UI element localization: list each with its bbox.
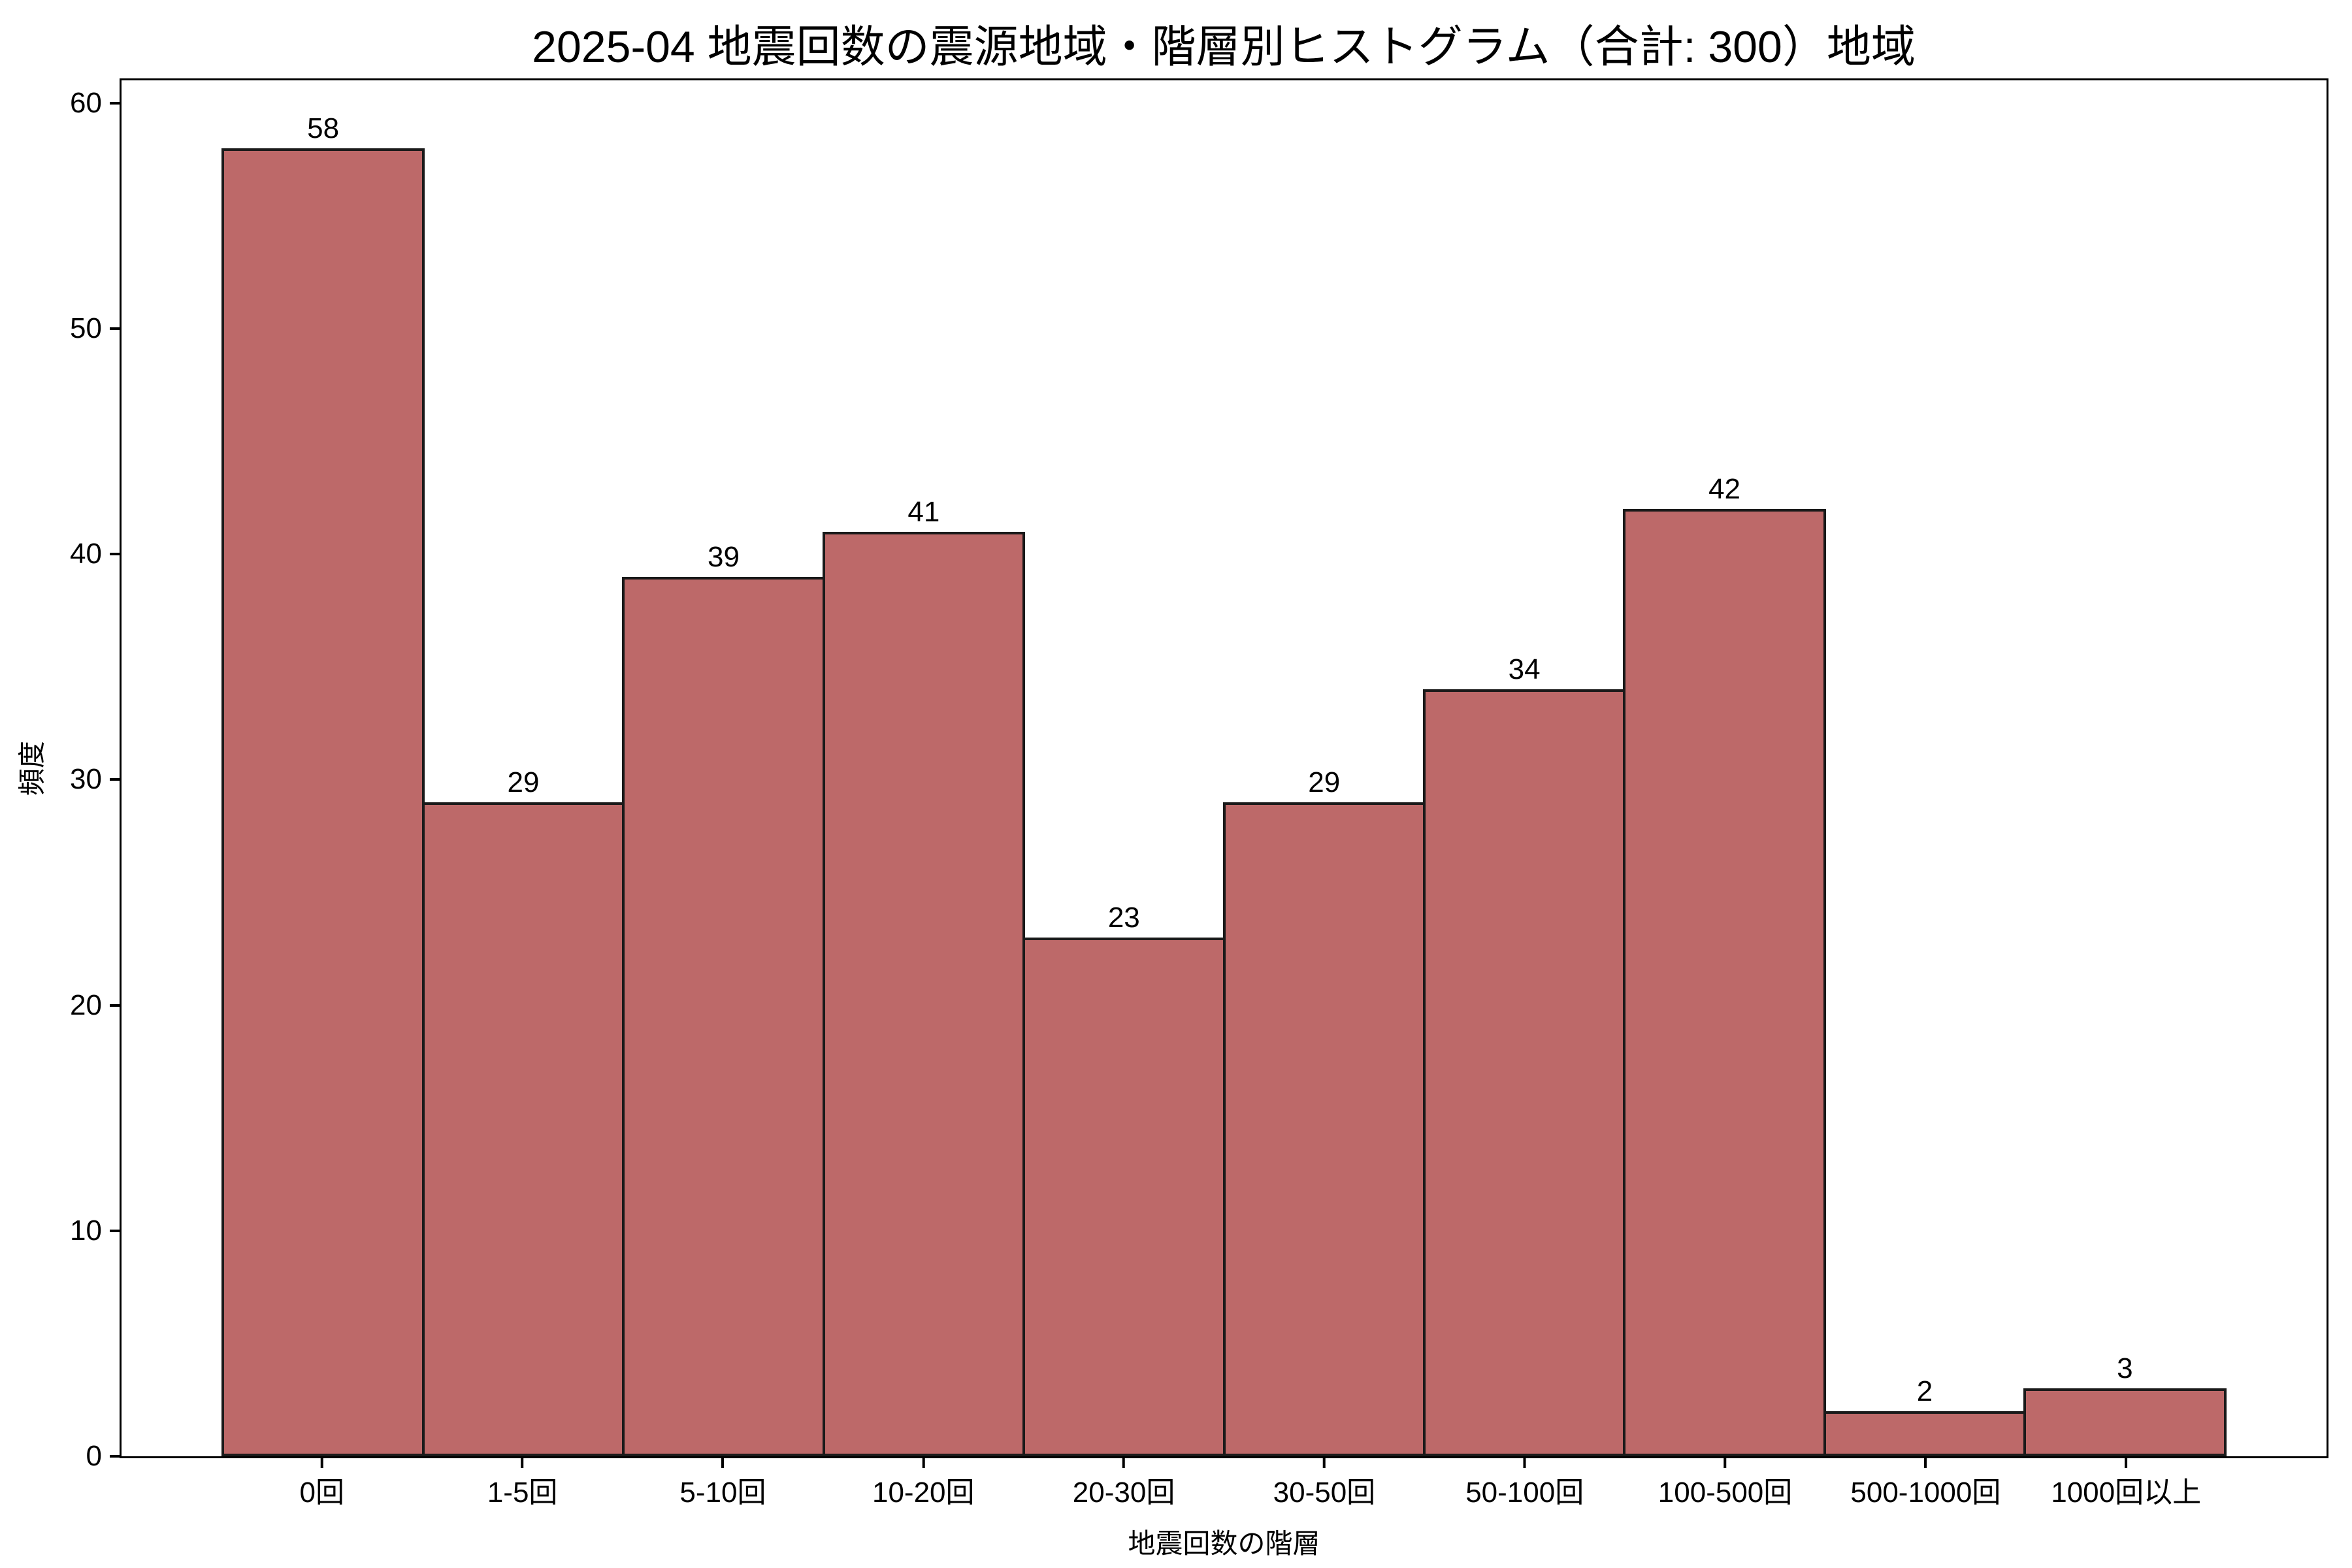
histogram-bar	[822, 531, 1026, 1456]
bars-strip: 58 29 39 41 23 29 34 42 2 3	[221, 80, 2227, 1456]
x-tick-mark	[1322, 1456, 1326, 1468]
x-tick-label: 20-30回	[1072, 1477, 1175, 1509]
x-tick-mark	[521, 1456, 524, 1468]
y-tick: 40	[70, 540, 122, 568]
x-tick-label: 50-100回	[1465, 1477, 1584, 1509]
x-tick-label: 100-500回	[1658, 1477, 1793, 1509]
bar-value-label: 42	[1708, 472, 1741, 505]
x-tick-label: 500-1000回	[1850, 1477, 2001, 1509]
y-tick-label: 40	[70, 538, 102, 570]
bar-slot: 29	[421, 80, 625, 1456]
x-tick-mark	[922, 1456, 925, 1468]
histogram-bar	[1022, 937, 1226, 1456]
x-tick-label: 30-50回	[1273, 1477, 1376, 1509]
x-tick-label: 5-10回	[679, 1477, 766, 1509]
y-tick-label: 10	[70, 1214, 102, 1247]
bar-value-label: 29	[1308, 766, 1341, 798]
chart-title: 2025-04 地震回数の震源地域・階層別ヒストグラム（合計: 300）地域	[532, 22, 1916, 72]
x-tick: 0回	[300, 1456, 344, 1509]
bar-value-label: 58	[307, 112, 340, 144]
x-tick-mark	[1723, 1456, 1727, 1468]
x-tick: 30-50回	[1273, 1456, 1376, 1509]
x-axis-label: 地震回数の階層	[1128, 1528, 1320, 1559]
y-tick: 30	[70, 765, 122, 794]
x-tick: 1-5回	[487, 1456, 558, 1509]
y-tick: 60	[70, 86, 122, 119]
x-tick-label: 1000回以上	[2051, 1477, 2202, 1509]
y-axis-label: 頻度	[16, 740, 48, 796]
histogram-bar	[1823, 1411, 2027, 1456]
y-tick: 50	[70, 314, 122, 343]
y-tick-mark	[110, 1229, 122, 1232]
bar-value-label: 23	[1107, 901, 1140, 934]
bar-slot: 58	[221, 80, 425, 1456]
x-tick-mark	[721, 1456, 725, 1468]
x-tick-mark	[1523, 1456, 1526, 1468]
bar-slot: 2	[1823, 80, 2027, 1456]
y-tick-mark	[110, 327, 122, 330]
bar-value-label: 41	[907, 495, 940, 528]
x-tick-mark	[2125, 1456, 2128, 1468]
histogram-bar	[421, 802, 625, 1456]
plot-area: 58 29 39 41 23 29 34 42 2 3 0 10 20 30 40 50 60 0回 1-5回 5…	[70, 78, 2328, 1559]
x-tick: 10-20回	[872, 1456, 975, 1509]
y-tick-mark	[110, 778, 122, 781]
y-tick-label: 30	[70, 763, 102, 796]
histogram-bar	[2023, 1388, 2227, 1456]
y-tick: 20	[70, 988, 122, 1021]
bar-slot: 34	[1422, 80, 1626, 1456]
bar-slot: 39	[622, 80, 825, 1456]
x-tick-mark	[1924, 1456, 1927, 1468]
bar-slot: 42	[1623, 80, 1826, 1456]
y-tick-mark	[110, 1004, 122, 1007]
bar-value-label: 29	[507, 766, 540, 798]
histogram-bar	[1623, 508, 1826, 1456]
x-tick: 50-100回	[1465, 1456, 1584, 1509]
x-tick: 5-10回	[679, 1456, 766, 1509]
bar-value-label: 34	[1508, 653, 1541, 686]
y-tick-label: 20	[70, 988, 102, 1021]
bar-slot: 3	[2023, 80, 2227, 1456]
y-tick-mark	[110, 1455, 122, 1458]
x-tick: 100-500回	[1658, 1456, 1792, 1509]
histogram-bar	[1222, 802, 1426, 1456]
y-tick-label: 60	[70, 86, 102, 119]
bar-value-label: 3	[2117, 1352, 2133, 1385]
y-tick-mark	[110, 553, 122, 556]
y-tick: 10	[70, 1214, 122, 1247]
bar-slot: 29	[1222, 80, 1426, 1456]
x-tick: 500-1000回	[1850, 1456, 2001, 1509]
x-tick: 1000回以上	[2051, 1456, 2201, 1509]
x-tick-mark	[1122, 1456, 1126, 1468]
x-tick-label: 1-5回	[487, 1477, 558, 1509]
x-tick-label: 0回	[299, 1477, 345, 1509]
x-tick-mark	[320, 1456, 323, 1468]
x-tick: 20-30回	[1073, 1456, 1175, 1509]
bar-slot: 23	[1022, 80, 1226, 1456]
histogram-bar	[221, 148, 425, 1456]
histogram-bar	[1422, 689, 1626, 1456]
bar-value-label: 39	[707, 540, 740, 573]
histogram-bar	[622, 576, 825, 1456]
y-tick-label: 50	[70, 312, 102, 344]
x-tick-label: 10-20回	[872, 1477, 975, 1509]
y-tick-mark	[110, 101, 122, 105]
bar-value-label: 2	[1916, 1375, 1933, 1407]
y-tick-label: 0	[86, 1440, 102, 1472]
y-tick: 0	[86, 1442, 122, 1471]
bar-slot: 41	[822, 80, 1026, 1456]
